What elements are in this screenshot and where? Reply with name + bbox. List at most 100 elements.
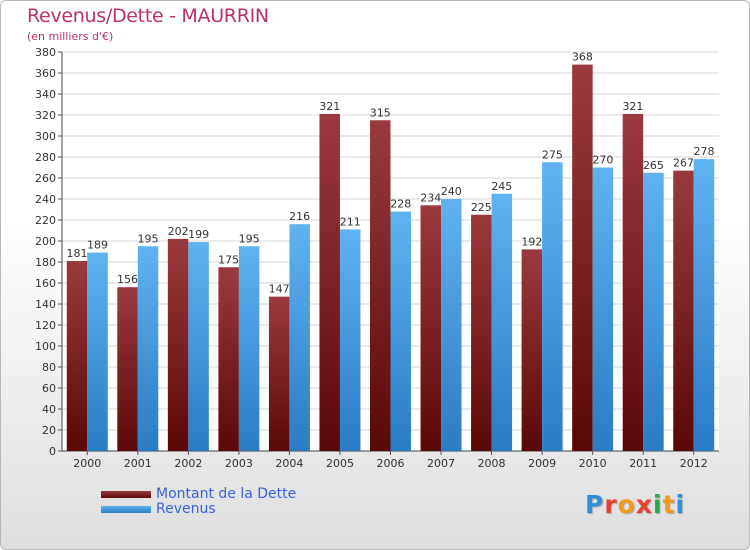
legend-label-debt: Montant de la Dette (156, 486, 297, 502)
bar-revenus (87, 252, 108, 451)
x-tick-label: 2006 (377, 457, 405, 470)
logo-letter: x (635, 490, 653, 519)
y-tick-label: 260 (35, 172, 56, 185)
bar-debt (521, 249, 543, 451)
y-tick-label: 0 (49, 445, 56, 458)
data-label-debt: 225 (471, 201, 492, 214)
chart-subtitle: (en milliers d'€) (27, 30, 114, 43)
bar-debt (319, 113, 340, 451)
legend-swatch-revenus (101, 506, 151, 513)
legend-swatch-debt (101, 491, 151, 498)
y-tick-label: 140 (35, 298, 56, 311)
x-tick-label: 2000 (73, 457, 101, 470)
y-tick-label: 200 (35, 235, 56, 248)
bar-revenus (137, 246, 159, 451)
data-label-debt: 321 (622, 100, 643, 113)
bar-revenus (693, 159, 715, 451)
bar-revenus (238, 246, 260, 451)
logo-letter: t (662, 490, 676, 519)
y-tick-label: 160 (35, 277, 56, 290)
y-tick-label: 320 (35, 109, 56, 122)
x-tick-label: 2011 (629, 457, 657, 470)
data-label-revenus: 265 (643, 159, 664, 172)
y-tick-label: 380 (35, 46, 56, 59)
bar-debt (622, 113, 644, 451)
x-tick-label: 2010 (579, 457, 607, 470)
y-tick-label: 340 (35, 88, 56, 101)
y-tick-label: 60 (42, 382, 56, 395)
data-label-revenus: 278 (693, 145, 714, 158)
bar-revenus (289, 224, 310, 451)
chart-title: Revenus/Dette - MAURRIN (27, 5, 269, 27)
bar-revenus (188, 242, 209, 451)
bar-debt (66, 260, 88, 451)
bar-debt (471, 214, 492, 451)
data-label-debt: 267 (673, 157, 694, 170)
data-label-revenus: 211 (340, 215, 361, 228)
data-label-revenus: 240 (441, 185, 462, 198)
y-tick-label: 280 (35, 151, 56, 164)
y-tick-label: 120 (35, 319, 56, 332)
y-tick-label: 300 (35, 130, 56, 143)
logo-letter: i (653, 490, 663, 519)
logo-letter: i (675, 490, 686, 519)
x-tick-label: 2008 (478, 457, 506, 470)
bar-revenus (542, 162, 563, 451)
data-label-debt: 321 (319, 100, 340, 113)
y-tick-label: 360 (35, 67, 56, 80)
x-tick-label: 2002 (174, 457, 202, 470)
data-label-revenus: 189 (87, 239, 108, 252)
x-tick-label: 2007 (427, 457, 455, 470)
y-tick-label: 220 (35, 214, 56, 227)
bar-revenus (643, 172, 664, 451)
bar-debt (673, 170, 694, 451)
data-label-debt: 368 (572, 51, 593, 64)
data-label-revenus: 228 (390, 198, 411, 211)
bar-revenus (390, 211, 411, 451)
x-tick-label: 2003 (225, 457, 253, 470)
data-label-debt: 315 (370, 106, 391, 119)
x-tick-label: 2005 (326, 457, 354, 470)
bar-debt (167, 238, 189, 451)
x-tick-label: 2009 (528, 457, 556, 470)
bar-revenus (592, 167, 614, 451)
x-tick-label: 2012 (680, 457, 708, 470)
bar-debt (218, 267, 239, 451)
logo-letter: o (617, 490, 636, 519)
logo-letter: P (585, 490, 605, 519)
data-label-revenus: 270 (592, 154, 613, 167)
data-label-revenus: 195 (239, 232, 260, 245)
data-label-revenus: 245 (491, 180, 512, 193)
data-label-debt: 147 (269, 283, 290, 296)
y-tick-label: 240 (35, 193, 56, 206)
data-label-debt: 234 (420, 191, 441, 204)
proxiti-logo: Proxiti (585, 490, 685, 519)
data-label-debt: 156 (117, 273, 138, 286)
x-tick-label: 2004 (275, 457, 303, 470)
bar-revenus (441, 199, 462, 451)
y-tick-label: 40 (42, 403, 56, 416)
y-tick-label: 100 (35, 340, 56, 353)
data-label-debt: 202 (168, 225, 189, 238)
bar-debt (268, 296, 290, 451)
data-label-revenus: 275 (542, 148, 563, 161)
x-tick-label: 2001 (124, 457, 152, 470)
y-tick-label: 180 (35, 256, 56, 269)
logo-letter: r (604, 490, 618, 519)
bar-chart: 0 20 40 60 80 100 120 140 160 180 200 220 240 260 280 3… (35, 46, 719, 470)
bar-revenus (339, 229, 361, 451)
bar-debt (420, 205, 442, 451)
y-tick-label: 20 (42, 424, 56, 437)
bar-debt (370, 120, 391, 451)
data-label-debt: 175 (218, 253, 239, 266)
data-label-debt: 181 (67, 247, 88, 260)
y-tick-label: 80 (42, 361, 56, 374)
bar-debt (117, 287, 138, 451)
data-label-debt: 192 (521, 235, 542, 248)
data-label-revenus: 199 (188, 228, 209, 241)
data-label-revenus: 216 (289, 210, 310, 223)
bar-revenus (491, 193, 513, 451)
bar-debt (572, 64, 593, 451)
data-label-revenus: 195 (138, 232, 159, 245)
